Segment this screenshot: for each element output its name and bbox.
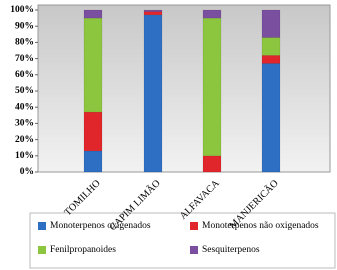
plot-area bbox=[37, 4, 331, 173]
y-tick-label: 20% bbox=[15, 135, 34, 145]
bar-segment bbox=[261, 37, 281, 56]
legend-label: Monoterpenos oxigenados bbox=[50, 221, 151, 231]
legend-label: Monoterpenos não oxigenados bbox=[202, 221, 319, 231]
y-tick-label: 80% bbox=[15, 38, 34, 48]
y-tick-label: 10% bbox=[15, 151, 34, 161]
legend-swatch bbox=[190, 246, 198, 254]
bar-segment bbox=[83, 17, 103, 113]
legend-label: Sesquiterpenos bbox=[202, 245, 260, 255]
legend-swatch bbox=[38, 222, 46, 230]
y-tick-label: 60% bbox=[15, 70, 34, 80]
bar-segment bbox=[261, 55, 281, 64]
y-tick-label: 0% bbox=[20, 167, 34, 177]
y-tick-label: 100% bbox=[10, 5, 34, 15]
bar-segment bbox=[202, 155, 222, 173]
bar-segment bbox=[143, 14, 163, 173]
bar-segment bbox=[143, 9, 163, 12]
y-tick-label: 90% bbox=[15, 21, 34, 31]
bar-segment bbox=[143, 11, 163, 16]
bar-segment bbox=[261, 9, 281, 38]
y-tick-label: 40% bbox=[15, 102, 34, 112]
legend-label: Fenilpropanoides bbox=[50, 245, 116, 255]
y-tick-label: 50% bbox=[15, 86, 34, 96]
bar-segment bbox=[261, 63, 281, 173]
bar-segment bbox=[202, 17, 222, 157]
legend-swatch bbox=[190, 222, 198, 230]
y-tick-label: 70% bbox=[15, 54, 34, 64]
bar-segment bbox=[83, 150, 103, 173]
bar-segment bbox=[83, 9, 103, 19]
legend-box bbox=[29, 212, 336, 269]
x-tick-label: TOMILHO bbox=[62, 178, 102, 218]
bar-segment bbox=[202, 9, 222, 19]
bar-segment bbox=[83, 111, 103, 152]
y-tick-label: 30% bbox=[15, 119, 34, 129]
legend-swatch bbox=[38, 246, 46, 254]
